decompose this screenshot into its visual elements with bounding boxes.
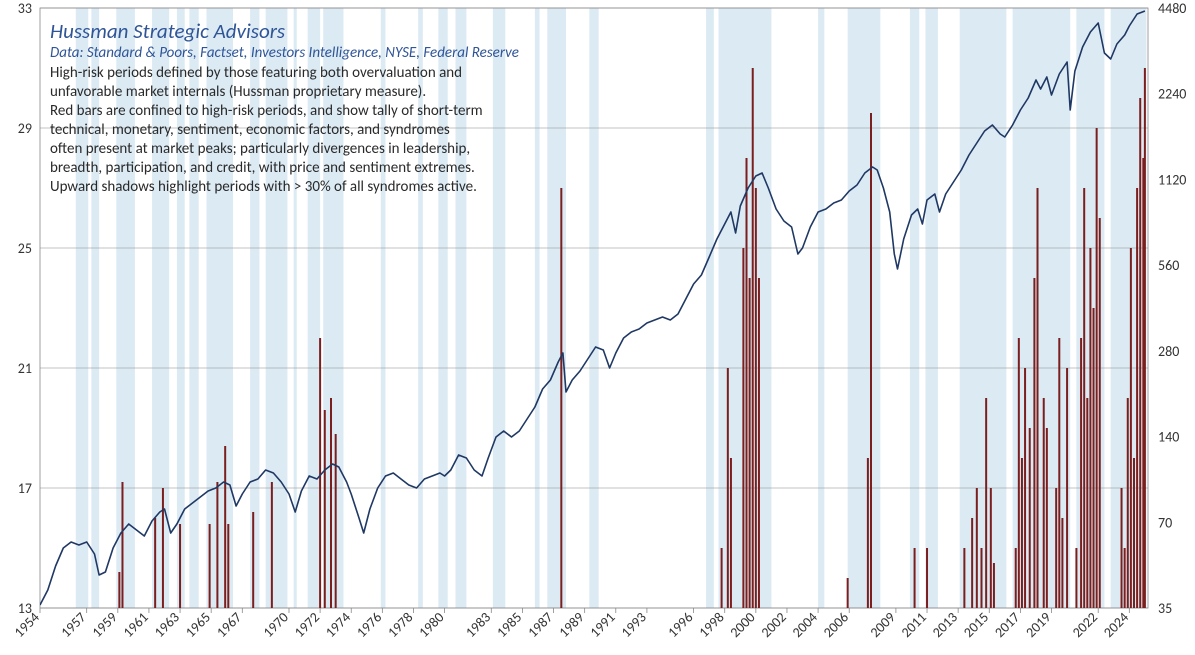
chart-title: Hussman Strategic Advisors xyxy=(50,18,285,44)
y-right-tick: 70 xyxy=(1158,514,1172,531)
y-left-tick: 29 xyxy=(18,120,32,137)
y-left-tick: 25 xyxy=(18,240,32,257)
y-right-tick: 140 xyxy=(1158,429,1179,446)
y-left-tick: 17 xyxy=(18,480,32,497)
chart-container: 1317212529333570140280560112022404480195… xyxy=(0,0,1195,655)
y-left-tick: 33 xyxy=(18,0,32,17)
chart-subtitle: Data: Standard & Poors, Factset, Investo… xyxy=(50,44,519,62)
y-right-tick: 4480 xyxy=(1158,0,1186,17)
y-right-tick: 280 xyxy=(1158,343,1179,360)
y-right-tick: 2240 xyxy=(1158,86,1186,103)
y-right-tick: 1120 xyxy=(1158,171,1186,188)
y-left-tick: 21 xyxy=(18,360,32,377)
y-right-tick: 35 xyxy=(1158,600,1172,617)
y-right-tick: 560 xyxy=(1158,257,1179,274)
chart-description: High-risk periods defined by those featu… xyxy=(50,64,483,197)
